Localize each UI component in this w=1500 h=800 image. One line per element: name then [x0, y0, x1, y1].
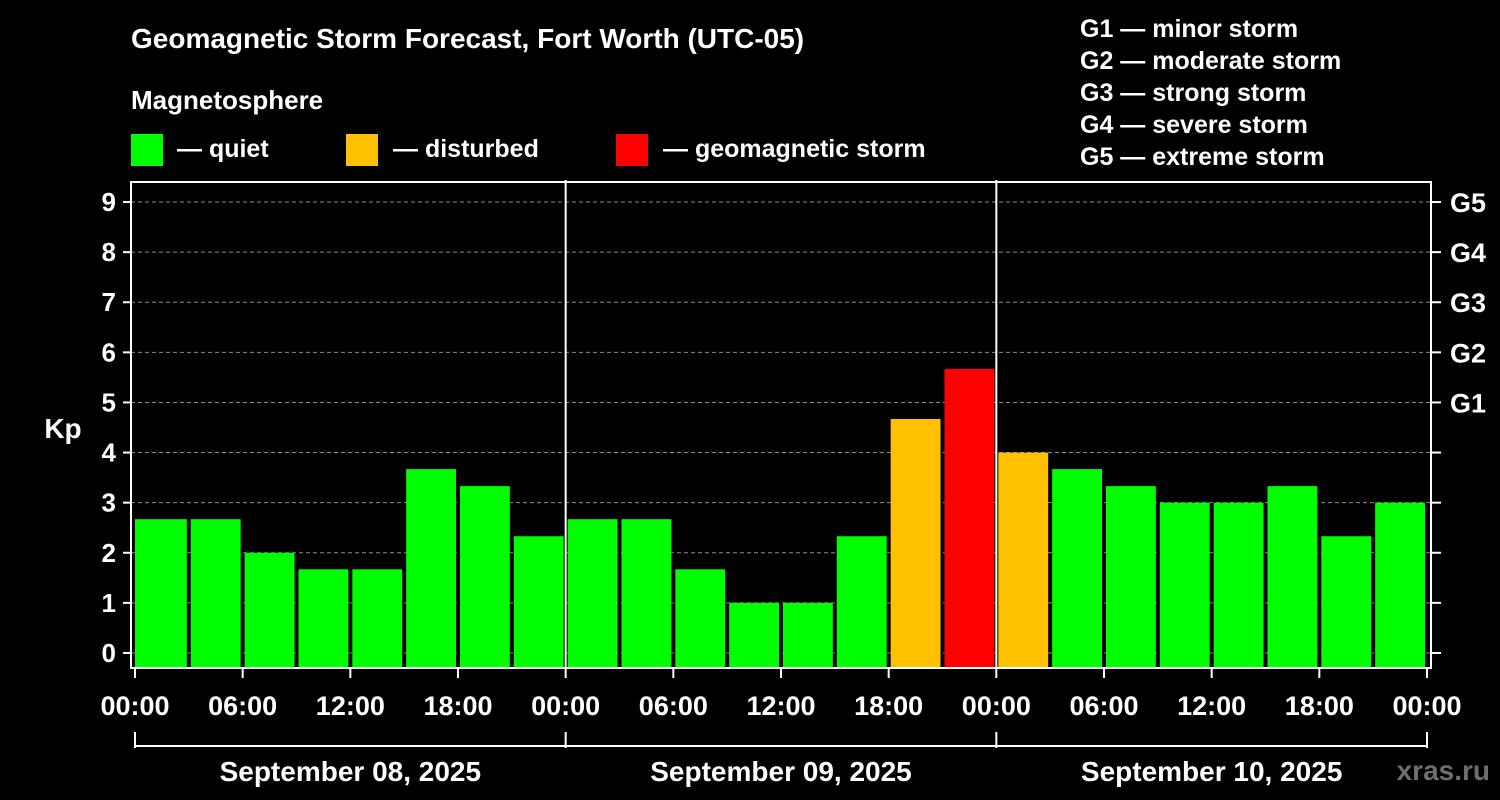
- kp-bar: [1106, 486, 1156, 668]
- kp-bar: [1267, 486, 1318, 668]
- legend-label-storm: — geomagnetic storm: [663, 135, 926, 163]
- kp-bar: [244, 552, 295, 668]
- kp-bar: [190, 519, 241, 668]
- legend-label-quiet: — quiet: [177, 135, 269, 163]
- kp-bar: [135, 519, 187, 668]
- x-tick-label: 18:00: [854, 691, 923, 721]
- x-tick-label: 12:00: [316, 691, 385, 721]
- kp-bar: [621, 519, 672, 668]
- kp-bar: [729, 602, 779, 668]
- kp-bar: [298, 569, 349, 668]
- kp-bar: [1213, 502, 1264, 668]
- y-tick-label: 4: [102, 438, 117, 468]
- legend-title: Magnetosphere: [131, 85, 323, 115]
- kp-bar: [1159, 502, 1210, 668]
- legend-swatch-disturbed: [346, 134, 378, 166]
- storm-scale-g3: G3 — strong storm: [1080, 79, 1306, 107]
- storm-scale-g4: G4 — severe storm: [1080, 111, 1308, 139]
- storm-scale-g2: G2 — moderate storm: [1080, 47, 1341, 75]
- y-tick-label: 0: [102, 638, 116, 668]
- y-tick-label: 1: [102, 588, 116, 618]
- storm-scale-g1: G1 — minor storm: [1080, 15, 1298, 43]
- x-tick-label: 06:00: [208, 691, 277, 721]
- day-label: September 08, 2025: [220, 756, 482, 787]
- g-scale-label: G3: [1450, 288, 1486, 318]
- x-tick-label: 12:00: [1177, 691, 1246, 721]
- day-label: September 09, 2025: [650, 756, 912, 787]
- y-tick-label: 6: [102, 337, 116, 367]
- g-scale-label: G1: [1450, 388, 1486, 418]
- kp-bar: [783, 602, 833, 668]
- kp-bar: [944, 368, 995, 668]
- kp-bar: [513, 536, 564, 668]
- kp-bar: [890, 418, 941, 668]
- y-axis-label: Kp: [44, 413, 81, 444]
- legend-swatch-quiet: [131, 134, 163, 166]
- x-tick-label: 18:00: [423, 691, 492, 721]
- y-tick-label: 9: [102, 187, 116, 217]
- watermark: xras.ru: [1397, 755, 1490, 786]
- x-tick-label: 00:00: [962, 691, 1031, 721]
- x-tick-label: 06:00: [1069, 691, 1138, 721]
- legend-label-disturbed: — disturbed: [393, 135, 539, 163]
- kp-bar: [460, 486, 510, 668]
- y-tick-label: 3: [102, 488, 116, 518]
- g-scale-label: G2: [1450, 338, 1486, 368]
- y-tick-label: 8: [102, 237, 116, 267]
- kp-bar: [998, 452, 1049, 668]
- kp-bar: [406, 469, 456, 668]
- x-tick-label: 00:00: [1392, 691, 1461, 721]
- legend-swatch-storm: [616, 134, 648, 166]
- y-tick-label: 5: [102, 387, 116, 417]
- kp-bar: [836, 536, 887, 668]
- kp-bar: [1375, 502, 1425, 668]
- g-scale-label: G4: [1450, 238, 1486, 268]
- kp-bar: [1321, 536, 1372, 668]
- y-tick-label: 7: [102, 287, 116, 317]
- x-tick-label: 12:00: [746, 691, 815, 721]
- g-scale-label: G5: [1450, 188, 1486, 218]
- x-tick-label: 18:00: [1285, 691, 1354, 721]
- kp-bar: [567, 519, 618, 668]
- y-tick-label: 2: [102, 538, 116, 568]
- x-tick-label: 00:00: [531, 691, 600, 721]
- kp-bar: [1052, 469, 1102, 668]
- kp-bar: [675, 569, 726, 668]
- x-tick-label: 06:00: [639, 691, 708, 721]
- chart-title: Geomagnetic Storm Forecast, Fort Worth (…: [131, 23, 804, 54]
- day-label: September 10, 2025: [1081, 756, 1343, 787]
- x-tick-label: 00:00: [100, 691, 169, 721]
- storm-scale-g5: G5 — extreme storm: [1080, 143, 1325, 171]
- kp-bar: [352, 569, 403, 668]
